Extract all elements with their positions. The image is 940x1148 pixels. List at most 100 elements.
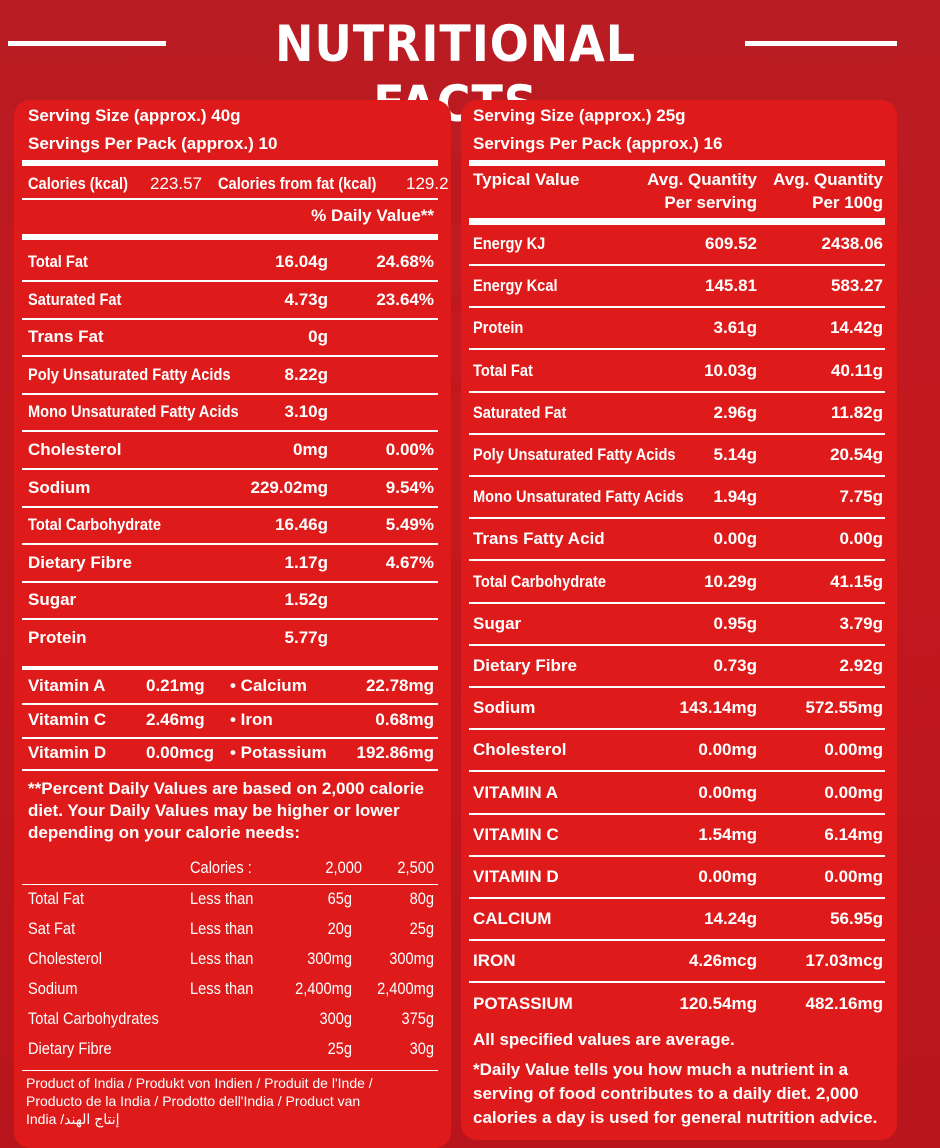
left-calories-row: Calories (kcal) 223.57 Calories from fat…	[28, 174, 449, 194]
per-100g-value: 2438.06	[821, 234, 883, 253]
reference-col1: 25g	[327, 1039, 352, 1058]
per-serving-value: 14.24g	[704, 909, 757, 929]
per-100g-value: 40.11g	[831, 360, 883, 380]
nutrient-name: Mono Unsaturated Fatty Acids	[28, 402, 239, 422]
per-100g-value: 0.00g	[839, 529, 883, 549]
reference-nutrient: Sodium	[28, 979, 78, 998]
nutrient-name: Cholesterol	[28, 440, 122, 459]
nutrient-name: VITAMIN C	[473, 824, 559, 844]
row-divider	[469, 559, 885, 562]
row-divider	[469, 432, 885, 435]
nutrient-amount: 8.22g	[284, 364, 328, 384]
row-divider	[22, 505, 438, 508]
right-servings-per-pack: Servings Per Pack (approx.) 16	[473, 134, 723, 153]
nutrient-amount: 0mg	[293, 440, 328, 459]
reference-nutrient: Cholesterol	[28, 949, 102, 968]
nutrient-name: Total Carbohydrate	[473, 571, 606, 591]
reference-col1: 65g	[327, 889, 352, 908]
row-divider	[469, 939, 885, 942]
nutrient-name: Poly Unsaturated Fatty Acids	[473, 445, 676, 464]
reference-nutrient: Total Carbohydrates	[28, 1009, 159, 1028]
right-thick-divider	[469, 160, 885, 166]
average-note: All specified values are average.	[473, 1030, 735, 1049]
reference-qualifier: Less than	[190, 889, 254, 908]
nutrient-name: Total Carbohydrate	[28, 515, 161, 535]
nutrient-amount: 0g	[308, 327, 328, 347]
per-serving-header-1: Avg. Quantity	[647, 170, 757, 189]
title-rule-left	[8, 41, 166, 46]
per-100g-value: 6.14mg	[824, 824, 883, 844]
per-serving-value: 3.61g	[713, 318, 757, 338]
nutrient-name: Saturated Fat	[473, 402, 567, 422]
vitamin-name: Vitamin C	[28, 709, 107, 729]
nutrient-amount: 16.04g	[275, 252, 328, 271]
per-serving-value: 10.03g	[704, 360, 757, 380]
reference-nutrient: Dietary Fibre	[28, 1039, 112, 1058]
per-serving-value: 1.54mg	[698, 824, 757, 844]
nutrient-amount: 1.52g	[284, 590, 328, 610]
nutrient-name: Dietary Fibre	[28, 552, 132, 572]
per-serving-value: 0.00mg	[698, 782, 757, 802]
mineral-value: 0.68mg	[375, 709, 434, 729]
nutrient-name: Poly Unsaturated Fatty Acids	[28, 364, 231, 384]
nutrient-name: Sugar	[28, 590, 77, 610]
nutrient-amount: 4.73g	[284, 289, 328, 309]
title-rule-right	[745, 41, 897, 46]
nutrient-name: Energy KJ	[473, 234, 546, 253]
nutrient-name: VITAMIN A	[473, 782, 558, 802]
calories-fat-label: Calories from fat (kcal)	[218, 174, 377, 193]
footnote-line: **Percent Daily Values are based on 2,00…	[28, 779, 424, 798]
nutrient-daily-value: 23.64%	[376, 289, 434, 309]
nutrient-name: Dietary Fibre	[473, 656, 577, 675]
left-thick-divider	[22, 234, 438, 240]
nutrient-daily-value: 4.67%	[385, 552, 434, 572]
reference-qualifier: Less than	[190, 919, 254, 938]
nutrient-daily-value: 5.49%	[385, 515, 434, 535]
dv-note-line: *Daily Value tells you how much a nutrie…	[473, 1060, 849, 1079]
row-divider	[469, 264, 885, 266]
reference-col2-header: 2,500	[397, 858, 434, 877]
per-serving-value: 120.54mg	[679, 993, 758, 1013]
nutrient-amount: 3.10g	[284, 402, 328, 422]
row-divider	[22, 543, 438, 546]
daily-value-header: % Daily Value**	[311, 206, 434, 225]
reference-nutrient: Total Fat	[28, 889, 85, 908]
row-divider	[469, 812, 885, 815]
per-100g-value: 2.92g	[839, 656, 883, 675]
reference-col2: 300mg	[389, 949, 434, 968]
row-divider	[22, 736, 438, 739]
nutrient-name: CALCIUM	[473, 909, 552, 929]
nutrient-daily-value: 0.00%	[385, 440, 434, 459]
reference-col2: 2,400mg	[377, 979, 434, 998]
per-100g-value: 0.00mg	[824, 867, 883, 886]
divider	[22, 884, 438, 885]
per-serving-value: 0.95g	[713, 613, 757, 633]
calories-fat-value: 129.2	[406, 174, 449, 193]
nutrient-amount: 16.46g	[275, 515, 328, 535]
reference-col1: 300mg	[307, 949, 352, 968]
reference-col2: 375g	[401, 1009, 434, 1028]
nutrient-name: Total Fat	[28, 252, 88, 271]
nutrient-name: Sodium	[473, 698, 536, 718]
calories-value: 223.57	[150, 174, 202, 193]
nutrient-name: Total Fat	[473, 360, 533, 380]
row-divider	[22, 703, 438, 705]
nutrient-name: POTASSIUM	[473, 993, 573, 1013]
nutrient-amount: 1.17g	[284, 552, 328, 572]
per-100g-value: 20.54g	[830, 445, 883, 464]
origin-line: Producto de la India / Prodotto dell'Ind…	[26, 1093, 361, 1109]
row-divider	[469, 390, 885, 393]
dv-note-line: calories a day is used for general nutri…	[473, 1108, 878, 1127]
footnote-line: diet. Your Daily Values may be higher or…	[28, 801, 400, 820]
origin-line: Product of India / Produkt von Indien / …	[26, 1075, 373, 1091]
reference-col2: 80g	[409, 889, 434, 908]
per-serving-value: 145.81	[705, 276, 757, 296]
footnote-line: depending on your calorie needs:	[28, 823, 301, 842]
per-100g-value: 572.55mg	[805, 698, 884, 718]
row-divider	[22, 355, 438, 358]
nutrient-name: Saturated Fat	[28, 289, 122, 309]
reference-col1: 2,400mg	[295, 979, 352, 998]
row-divider	[22, 468, 438, 470]
per-100g-value: 17.03mcg	[805, 951, 884, 971]
per-serving-header-2: Per serving	[664, 193, 757, 212]
